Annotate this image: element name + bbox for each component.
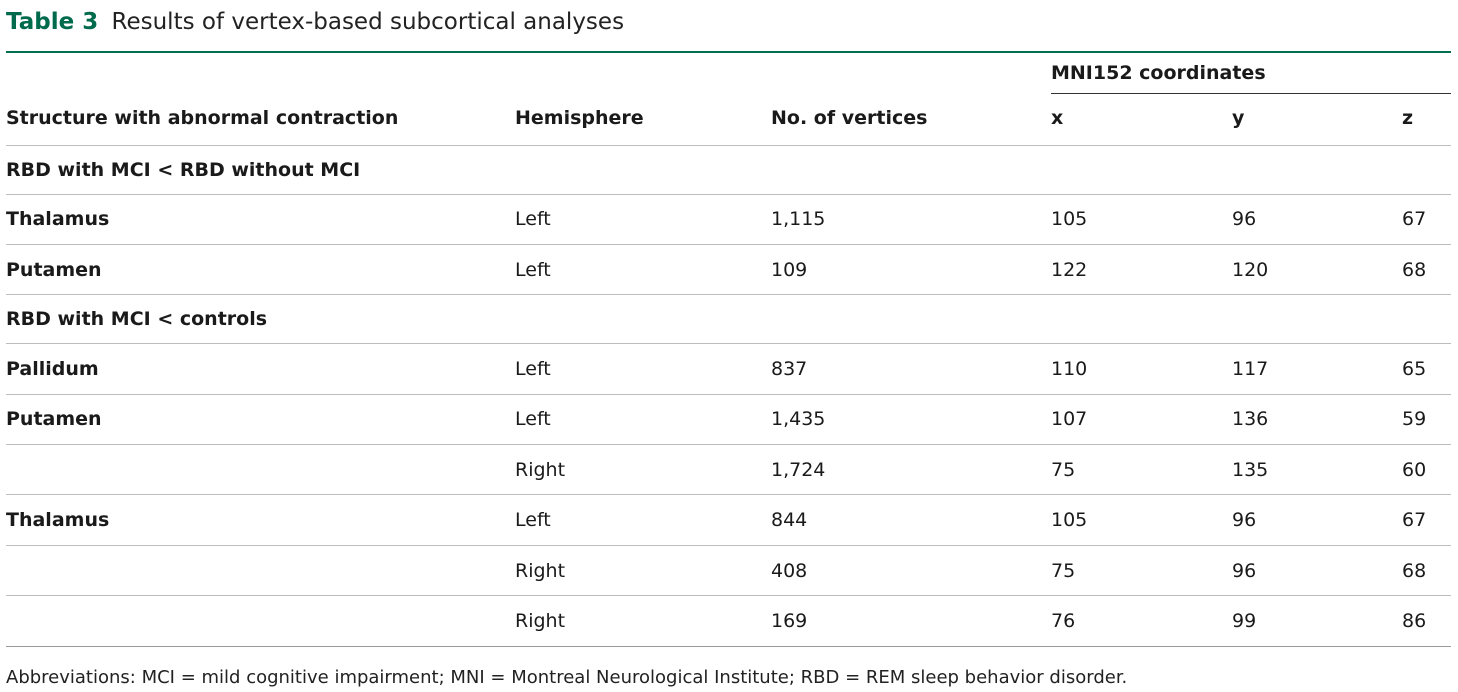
table-row: Thalamus Left 1,115 105 96 67 xyxy=(6,194,1451,245)
header-spacer xyxy=(771,53,1051,93)
cell-z: 67 xyxy=(1402,194,1451,245)
cell-y: 99 xyxy=(1232,595,1402,647)
cell-x: 75 xyxy=(1051,444,1232,496)
cell-hemisphere: Left xyxy=(515,194,771,245)
cell-z: 59 xyxy=(1402,394,1451,446)
group-label: RBD with MCI < controls xyxy=(6,294,1451,345)
cell-hemisphere: Left xyxy=(515,494,771,546)
table-footnote: Abbreviations: MCI = mild cognitive impa… xyxy=(6,667,1128,688)
cell-z: 60 xyxy=(1402,444,1451,496)
header-spacer xyxy=(515,53,771,93)
table-row: Right 1,724 75 135 60 xyxy=(6,444,1451,496)
cell-vertices: 1,724 xyxy=(771,444,1051,496)
cell-vertices: 1,115 xyxy=(771,194,1051,245)
cell-vertices: 408 xyxy=(771,545,1051,597)
cell-hemisphere: Left xyxy=(515,244,771,296)
cell-structure xyxy=(6,444,515,496)
table-row: Right 408 75 96 68 xyxy=(6,545,1451,597)
cell-x: 105 xyxy=(1051,194,1232,245)
cell-z: 68 xyxy=(1402,545,1451,597)
cell-vertices: 169 xyxy=(771,595,1051,647)
table-top-rule xyxy=(6,51,1451,53)
cell-structure xyxy=(6,545,515,597)
group-row: RBD with MCI < RBD without MCI xyxy=(6,145,1451,195)
cell-hemisphere: Right xyxy=(515,545,771,597)
cell-vertices: 109 xyxy=(771,244,1051,296)
table-row: Putamen Left 109 122 120 68 xyxy=(6,244,1451,296)
cell-z: 68 xyxy=(1402,244,1451,296)
cell-structure: Putamen xyxy=(6,244,515,296)
cell-z: 67 xyxy=(1402,494,1451,546)
header-x: x xyxy=(1051,107,1064,129)
cell-x: 105 xyxy=(1051,494,1232,546)
cell-structure: Pallidum xyxy=(6,343,515,395)
group-label: RBD with MCI < RBD without MCI xyxy=(6,145,1451,195)
cell-vertices: 844 xyxy=(771,494,1051,546)
header-hemisphere: Hemisphere xyxy=(515,106,644,129)
cell-y: 96 xyxy=(1232,545,1402,597)
cell-structure: Putamen xyxy=(6,394,515,446)
cell-structure: Thalamus xyxy=(6,494,515,546)
cell-y: 117 xyxy=(1232,343,1402,395)
header-y: y xyxy=(1232,107,1245,129)
cell-y: 135 xyxy=(1232,444,1402,496)
cell-y: 120 xyxy=(1232,244,1402,296)
header-row-group: MNI152 coordinates xyxy=(6,53,1451,94)
results-table: MNI152 coordinates Structure with abnorm… xyxy=(6,53,1451,647)
table-caption: Table 3 Results of vertex-based subcorti… xyxy=(6,6,624,38)
cell-y: 96 xyxy=(1232,194,1402,245)
header-row: Structure with abnormal contraction Hemi… xyxy=(6,93,1451,145)
cell-structure xyxy=(6,595,515,647)
table-row: Right 169 76 99 86 xyxy=(6,595,1451,647)
group-row: RBD with MCI < controls xyxy=(6,294,1451,345)
cell-hemisphere: Right xyxy=(515,595,771,647)
table-row: Thalamus Left 844 105 96 67 xyxy=(6,494,1451,546)
cell-vertices: 837 xyxy=(771,343,1051,395)
cell-x: 107 xyxy=(1051,394,1232,446)
cell-x: 75 xyxy=(1051,545,1232,597)
cell-structure: Thalamus xyxy=(6,194,515,245)
table-title: Results of vertex-based subcortical anal… xyxy=(111,9,625,35)
header-vertices: No. of vertices xyxy=(771,106,928,129)
cell-x: 76 xyxy=(1051,595,1232,647)
cell-y: 96 xyxy=(1232,494,1402,546)
cell-hemisphere: Left xyxy=(515,394,771,446)
header-spacer xyxy=(6,53,515,93)
table-row: Putamen Left 1,435 107 136 59 xyxy=(6,394,1451,446)
cell-hemisphere: Right xyxy=(515,444,771,496)
table-row: Pallidum Left 837 110 117 65 xyxy=(6,343,1451,395)
header-z: z xyxy=(1402,107,1414,129)
cell-x: 122 xyxy=(1051,244,1232,296)
cell-hemisphere: Left xyxy=(515,343,771,395)
table-body: RBD with MCI < RBD without MCI Thalamus Le… xyxy=(6,145,1451,647)
cell-z: 86 xyxy=(1402,595,1451,647)
header-structure: Structure with abnormal contraction xyxy=(6,106,399,129)
cell-y: 136 xyxy=(1232,394,1402,446)
header-mni-coordinates: MNI152 coordinates xyxy=(1051,53,1451,94)
cell-z: 65 xyxy=(1402,343,1451,395)
cell-vertices: 1,435 xyxy=(771,394,1051,446)
table-label: Table 3 xyxy=(6,9,99,35)
cell-x: 110 xyxy=(1051,343,1232,395)
